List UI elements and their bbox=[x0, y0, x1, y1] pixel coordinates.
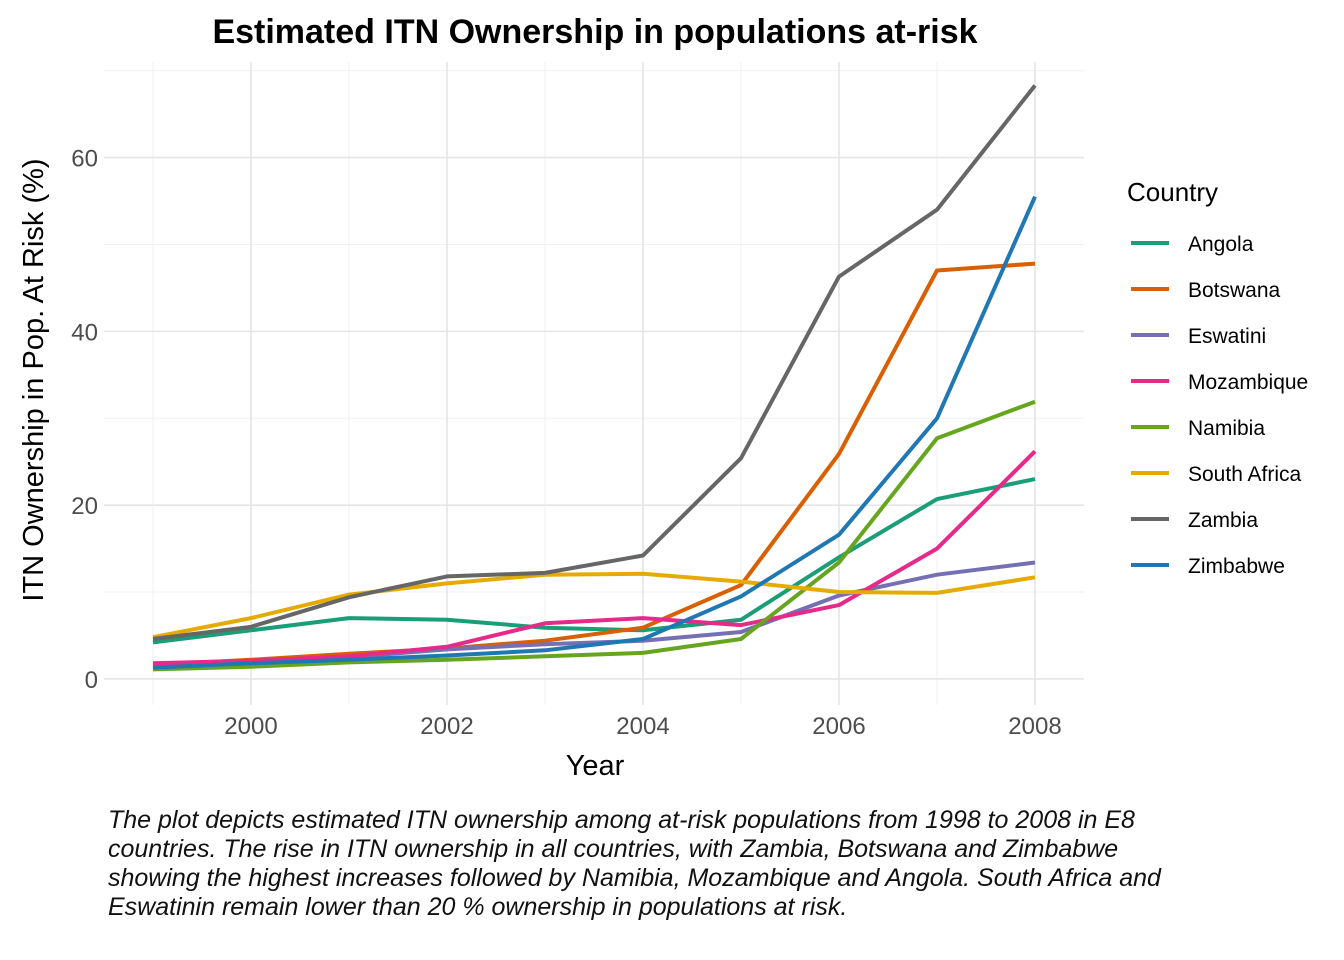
series-line-eswatini bbox=[152, 560, 1036, 667]
legend-label-eswatini: Eswatini bbox=[1188, 325, 1266, 348]
legend-label-angola: Angola bbox=[1188, 233, 1254, 256]
legend-label-namibia: Namibia bbox=[1188, 417, 1265, 440]
grid bbox=[104, 62, 1084, 705]
series-line-zimbabwe bbox=[152, 195, 1037, 670]
chart-title: Estimated ITN Ownership in populations a… bbox=[212, 13, 977, 51]
figure-caption: The plot depicts estimated ITN ownership… bbox=[108, 806, 1161, 921]
legend: Country Angola Botswana Eswatini Mozambique… bbox=[1127, 177, 1308, 578]
x-tick-label: 2008 bbox=[1008, 713, 1061, 740]
legend-title: Country bbox=[1127, 177, 1218, 207]
series-line-namibia bbox=[152, 399, 1036, 672]
series-line-south-africa bbox=[152, 571, 1036, 640]
series-line-botswana bbox=[152, 261, 1036, 667]
x-axis-ticks: 2000 2002 2004 2006 2008 bbox=[224, 713, 1061, 740]
y-tick-label: 0 bbox=[85, 667, 98, 694]
legend-label-mozambique: Mozambique bbox=[1188, 371, 1308, 394]
x-tick-label: 2004 bbox=[616, 713, 669, 740]
y-axis-label: ITN Ownership in Pop. At Risk (%) bbox=[18, 158, 50, 601]
series-lines bbox=[152, 84, 1037, 672]
series-line-angola bbox=[152, 477, 1036, 645]
x-tick-label: 2006 bbox=[812, 713, 865, 740]
legend-label-zimbabwe: Zimbabwe bbox=[1188, 555, 1285, 578]
y-tick-label: 60 bbox=[71, 146, 98, 173]
legend-label-zambia: Zambia bbox=[1188, 509, 1258, 532]
x-axis-label: Year bbox=[566, 750, 625, 782]
series-line-zambia bbox=[152, 84, 1037, 641]
series-line-mozambique bbox=[152, 449, 1037, 666]
x-tick-label: 2002 bbox=[420, 713, 473, 740]
y-tick-label: 20 bbox=[71, 493, 98, 520]
y-tick-label: 40 bbox=[71, 319, 98, 346]
y-axis-ticks: 0 20 40 60 bbox=[71, 146, 98, 694]
legend-label-botswana: Botswana bbox=[1188, 279, 1281, 302]
x-tick-label: 2000 bbox=[224, 713, 277, 740]
legend-label-south-africa: South Africa bbox=[1188, 463, 1302, 486]
